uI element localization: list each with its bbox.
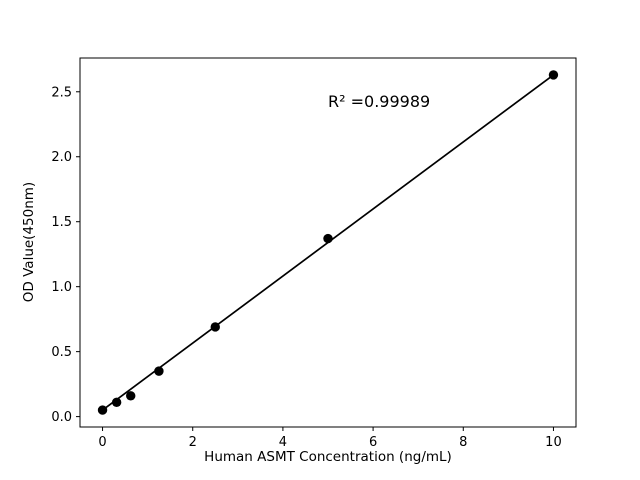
- r-squared-annotation: R² =0.99989: [328, 92, 430, 111]
- y-tick-label: 2.5: [51, 85, 72, 100]
- y-tick-label: 1.5: [51, 215, 72, 230]
- y-tick-label: 2.0: [51, 150, 72, 165]
- data-point: [126, 391, 136, 401]
- y-tick-label: 0.0: [51, 410, 72, 425]
- x-tick-label: 6: [369, 435, 377, 450]
- y-axis-label: OD Value(450nm): [21, 182, 37, 302]
- data-point: [210, 322, 220, 332]
- x-tick-label: 4: [279, 435, 287, 450]
- axes-frame: [79, 57, 577, 428]
- x-axis-label: Human ASMT Concentration (ng/mL): [204, 449, 452, 465]
- plot-area: 0 2 4 6 8 10 0.0 0.5 1.0 1.5 2.0 2.5: [51, 57, 577, 450]
- data-point: [97, 405, 108, 415]
- x-tick-label: 0: [98, 435, 106, 450]
- data-point: [154, 366, 164, 376]
- y-tick-label: 0.5: [51, 345, 72, 360]
- y-tick-label: 1.0: [51, 280, 72, 295]
- data-point: [111, 397, 122, 408]
- x-tick-label: 8: [459, 435, 467, 450]
- data-point: [323, 233, 333, 244]
- x-tick-label: 2: [189, 435, 197, 450]
- x-tick-label: 10: [545, 435, 562, 450]
- data-point: [548, 70, 559, 80]
